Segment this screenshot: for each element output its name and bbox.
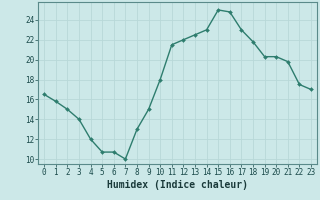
X-axis label: Humidex (Indice chaleur): Humidex (Indice chaleur) (107, 180, 248, 190)
